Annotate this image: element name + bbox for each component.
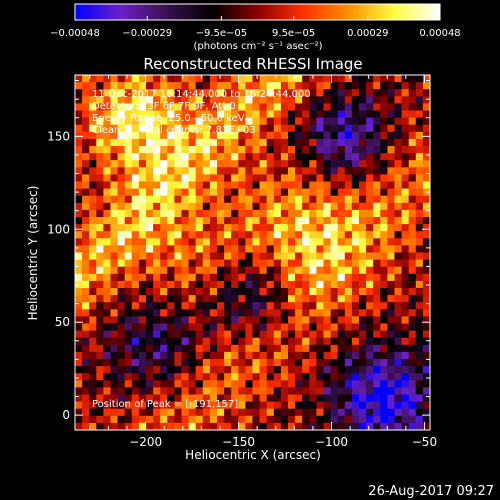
colorbar	[74, 3, 441, 21]
y-tick-label: 150	[47, 129, 70, 143]
y-axis-ticks: 0 50 100 150	[47, 80, 430, 422]
x-tick-label: −150	[222, 435, 255, 449]
plot-frame	[74, 74, 431, 431]
annotation-method-counts: Clean Total counts: 7.81E+03	[92, 125, 256, 136]
colorbar-tick-label: −0.00029	[122, 28, 172, 39]
chart-title: Reconstructed RHESSI Image	[143, 55, 362, 73]
y-tick-label: 100	[47, 222, 70, 236]
colorbar-ticks: −0.00048 −0.00029 −9.5e−05 9.5e−05 0.00029 0.…	[50, 16, 461, 39]
annotation-detectors: Detectors: 3F 6F 7F 9F, Att 0	[92, 101, 236, 112]
x-tick-label: −50	[412, 435, 437, 449]
colorbar-tick-label: 0.00029	[347, 28, 388, 39]
peak-position-label: Position of Peak = [-191,157]	[92, 399, 238, 410]
x-tick-label: −200	[129, 435, 162, 449]
footer-timestamp: 26-Aug-2017 09:27	[368, 484, 494, 499]
y-tick-label: 50	[55, 315, 70, 329]
annotation-time-range: 11-Dec-2017 16:14:44.000 to 16:24:44.000	[92, 89, 311, 100]
colorbar-units: (photons cm⁻² s⁻¹ asec⁻²)	[193, 41, 322, 52]
y-tick-label: 0	[62, 408, 70, 422]
colorbar-tick-label: 9.5e−05	[272, 28, 315, 39]
annotation-block: 11-Dec-2017 16:14:44.000 to 16:24:44.000…	[92, 89, 311, 136]
colorbar-tick-label: 0.00048	[419, 28, 460, 39]
x-tick-label: −100	[315, 435, 348, 449]
colorbar-tick-label: −9.5e−05	[196, 28, 248, 39]
x-axis-label: Heliocentric X (arcsec)	[185, 448, 321, 462]
y-axis-label: Heliocentric Y (arcsec)	[26, 186, 40, 321]
heatmap-image	[75, 75, 430, 430]
annotation-energy-range: Energy Range: 25.0 - 50.0 keV	[92, 113, 245, 124]
colorbar-tick-label: −0.00048	[50, 28, 100, 39]
x-axis-ticks: −200 −150 −100 −50	[89, 75, 437, 449]
